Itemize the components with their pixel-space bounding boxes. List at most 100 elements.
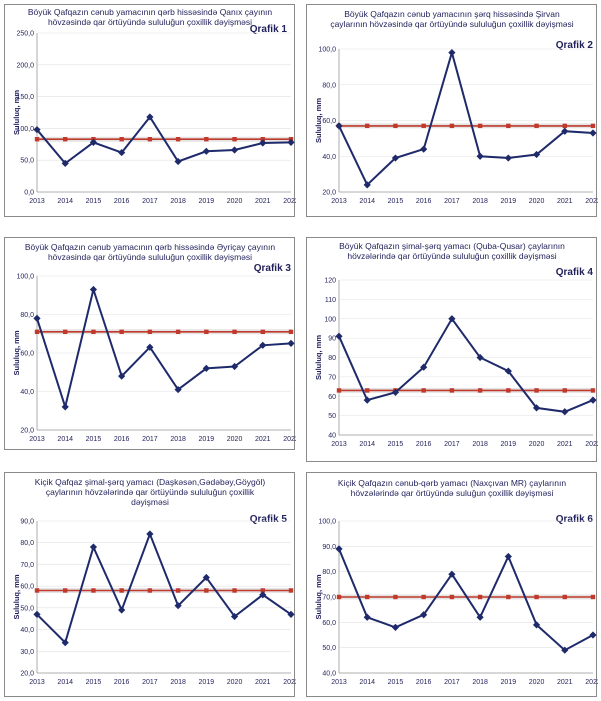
mean-point [147, 137, 153, 142]
y-tick-label: 60,0 [20, 584, 34, 591]
x-tick-label: 2014 [57, 679, 73, 686]
x-tick-label: 2015 [388, 198, 404, 205]
x-tick-label: 2018 [170, 436, 186, 443]
x-tick-label: 2020 [227, 198, 243, 205]
x-tick-label: 2017 [444, 679, 460, 686]
chart-title-line: hövzəsində qar örtüyündə sululuğun çoxil… [48, 17, 252, 27]
observed-series-line [36, 531, 292, 645]
x-tick-label: 2020 [529, 198, 545, 205]
mean-point [232, 588, 237, 593]
chart-panel-6: Kiçik Qafqazın cənub-qərb yamacı (Naxçıv… [306, 472, 598, 697]
chart-panel-5: Kiçik Qafqaz şimal-şərq yamacı (Daşkəsən… [4, 472, 296, 697]
chart-title-line: Böyük Qafqazın cənub yamacının qərb hiss… [28, 7, 273, 17]
observed-point [259, 139, 267, 147]
mean-point [260, 329, 265, 335]
mean-point [204, 137, 209, 142]
x-tick-label: 2013 [29, 679, 45, 686]
mean-point [260, 588, 265, 593]
x-tick-label: 2020 [529, 441, 545, 448]
x-tick-label: 2019 [501, 198, 517, 205]
x-tick-label: 2018 [472, 198, 488, 205]
observed-point [230, 146, 239, 154]
mean-point [590, 388, 596, 393]
mean-point [506, 123, 511, 129]
chart-number-label: Qrafik 4 [556, 267, 594, 278]
mean-point [421, 388, 426, 393]
y-tick-label: 70,0 [20, 562, 34, 569]
y-tick-label: 120 [324, 278, 336, 285]
chart-title-line: çaylarının hövzəsində qar örtüyündə sulu… [330, 19, 573, 29]
x-tick-label: 2019 [199, 436, 215, 443]
chart-title-line: hövzələrində qar örtüyündə sululuğun çox… [347, 251, 556, 261]
y-tick-label: 80 [328, 355, 336, 362]
x-tick-label: 2015 [388, 441, 404, 448]
observed-point [174, 157, 182, 166]
mean-point [336, 594, 342, 600]
x-tick-label: 2021 [557, 441, 573, 448]
y-tick-label: 100,0 [318, 47, 336, 54]
observed-point [202, 573, 210, 582]
mean-point [534, 123, 539, 129]
chart-panel-4: Böyük Qafqazın şimal-şərq yamacı (Quba-Q… [306, 237, 598, 462]
observed-point [61, 159, 69, 167]
observed-point [61, 403, 69, 411]
x-tick-label: 2015 [86, 679, 102, 686]
observed-point [504, 154, 512, 162]
observed-point [589, 631, 597, 639]
mean-point [288, 588, 294, 593]
x-tick-label: 2020 [227, 436, 243, 443]
mean-point [562, 123, 567, 129]
x-tick-label: 2013 [331, 679, 347, 686]
mean-point [365, 388, 370, 393]
mean-point [147, 588, 153, 593]
x-tick-label: 2014 [57, 436, 73, 443]
x-tick-label: 2013 [29, 436, 45, 443]
mean-point [204, 329, 209, 335]
mean-point [232, 137, 237, 142]
x-tick-label: 2018 [472, 679, 488, 686]
y-tick-label: 70,0 [322, 595, 336, 602]
observed-point [448, 315, 456, 323]
chart-number-label: Qrafik 1 [250, 24, 288, 35]
chart-title-line: Böyük Qafqazın şimal-şərq yamacı (Quba-Q… [339, 241, 565, 251]
x-tick-label: 2019 [501, 441, 517, 448]
y-tick-label: 20,0 [20, 671, 34, 678]
x-tick-label: 2021 [255, 436, 271, 443]
mean-point [175, 588, 181, 593]
x-tick-label: 2013 [331, 441, 347, 448]
observed-point [146, 113, 154, 121]
observed-point [118, 148, 126, 157]
observed-point [33, 126, 41, 134]
y-tick-label: 100 [324, 316, 336, 323]
x-tick-label: 2022 [283, 198, 296, 205]
observed-point [335, 332, 343, 340]
y-tick-label: 50,0 [20, 158, 34, 165]
y-tick-label: 80,0 [322, 82, 336, 89]
chart-number-label: Qrafik 6 [556, 514, 594, 525]
y-tick-label: 100,0 [16, 126, 34, 133]
y-tick-label: 40,0 [322, 154, 336, 161]
mean-point [63, 137, 68, 142]
y-tick-label: 150,0 [16, 94, 34, 101]
mean-point [534, 594, 539, 600]
x-tick-label: 2020 [227, 679, 243, 686]
x-tick-label: 2022 [283, 679, 296, 686]
mean-point [91, 329, 96, 335]
x-tick-label: 2019 [199, 198, 215, 205]
x-tick-label: 2016 [114, 198, 130, 205]
y-tick-label: 100,0 [318, 519, 336, 526]
y-tick-label: 0,0 [24, 190, 34, 197]
x-tick-label: 2022 [585, 679, 598, 686]
mean-point [590, 123, 596, 129]
mean-point [562, 594, 567, 600]
x-tick-label: 2019 [199, 679, 215, 686]
observed-series-line [36, 285, 292, 411]
observed-point [391, 623, 400, 631]
y-axis-label: Sululuq, mm [12, 90, 21, 135]
observed-point [230, 612, 239, 621]
mean-point [119, 329, 124, 335]
y-tick-label: 60,0 [322, 118, 336, 125]
observed-point [259, 591, 267, 599]
x-tick-label: 2022 [283, 436, 296, 443]
x-tick-label: 2015 [86, 198, 102, 205]
